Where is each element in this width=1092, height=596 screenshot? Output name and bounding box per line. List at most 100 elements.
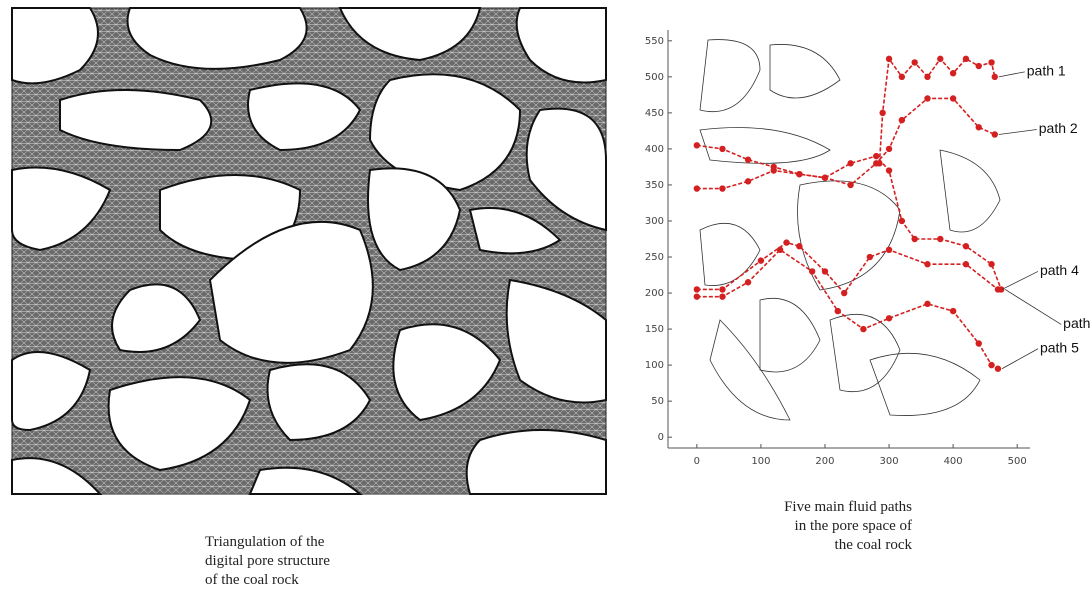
path-node <box>719 185 725 191</box>
path-node <box>719 293 725 299</box>
caption-line: digital pore structure <box>205 553 330 569</box>
fluid-path <box>697 156 1001 289</box>
path-node <box>822 175 828 181</box>
x-tick-label: 0 <box>694 456 700 467</box>
path-node <box>873 160 879 166</box>
x-tick-label: 300 <box>879 456 898 467</box>
y-tick-label: 100 <box>645 360 664 371</box>
path-node <box>886 315 892 321</box>
path-node <box>841 290 847 296</box>
path-node <box>995 286 1001 292</box>
path-node <box>835 308 841 314</box>
path-node <box>745 178 751 184</box>
path-label: path 3 <box>1063 315 1092 331</box>
path-node <box>924 95 930 101</box>
path-node <box>771 167 777 173</box>
y-tick-label: 450 <box>645 108 664 119</box>
path-node <box>847 182 853 188</box>
path-node <box>899 74 905 80</box>
x-tick-label: 100 <box>751 456 770 467</box>
path-node <box>911 236 917 242</box>
path-node <box>963 243 969 249</box>
path-node <box>911 59 917 65</box>
path-node <box>809 268 815 274</box>
caption-line: Five main fluid paths <box>784 499 912 515</box>
path-node <box>758 257 764 263</box>
x-tick-label: 200 <box>815 456 834 467</box>
y-tick-label: 500 <box>645 72 664 83</box>
y-tick-label: 0 <box>658 432 664 443</box>
path-label: path 4 <box>1040 262 1079 278</box>
annotation-arrow <box>1005 289 1061 324</box>
path-node <box>976 63 982 69</box>
path-node <box>783 239 789 245</box>
path-node <box>694 185 700 191</box>
path-node <box>796 171 802 177</box>
y-tick-label: 150 <box>645 324 664 335</box>
caption-line: Triangulation of the <box>205 534 325 550</box>
path-node <box>719 286 725 292</box>
path-node <box>995 366 1001 372</box>
path-node <box>886 56 892 62</box>
caption-line: in the pore space of <box>795 518 912 534</box>
y-tick-label: 300 <box>645 216 664 227</box>
annotation-arrow <box>1002 271 1038 289</box>
path-node <box>992 131 998 137</box>
fluid-path <box>697 98 995 184</box>
y-tick-label: 550 <box>645 36 664 47</box>
x-tick-label: 400 <box>944 456 963 467</box>
path-node <box>886 146 892 152</box>
path-node <box>950 308 956 314</box>
path-node <box>745 157 751 163</box>
path-node <box>745 279 751 285</box>
path-node <box>694 293 700 299</box>
caption-line: the coal rock <box>835 537 913 553</box>
path-node <box>963 261 969 267</box>
path-node <box>976 124 982 130</box>
annotation-arrow <box>999 130 1037 135</box>
path-node <box>796 243 802 249</box>
path-node <box>924 261 930 267</box>
path-node <box>988 261 994 267</box>
annotation-arrow <box>999 72 1025 77</box>
path-node <box>976 340 982 346</box>
annotation-arrow <box>1002 349 1038 369</box>
y-tick-label: 250 <box>645 252 664 263</box>
path-node <box>879 110 885 116</box>
path-node <box>924 301 930 307</box>
path-node <box>822 268 828 274</box>
path-node <box>937 236 943 242</box>
path-node <box>886 167 892 173</box>
figure: Triangulation of the digital pore structu… <box>0 0 1092 596</box>
path-node <box>924 74 930 80</box>
triangulation-image <box>12 8 606 494</box>
path-node <box>847 160 853 166</box>
y-tick-label: 50 <box>651 396 664 407</box>
caption-line: of the coal rock <box>205 572 299 588</box>
path-node <box>992 74 998 80</box>
path-node <box>988 59 994 65</box>
path-node <box>886 247 892 253</box>
path-node <box>867 254 873 260</box>
path-node <box>899 218 905 224</box>
y-tick-label: 350 <box>645 180 664 191</box>
path-node <box>694 142 700 148</box>
path-node <box>860 326 866 332</box>
x-tick-label: 500 <box>1008 456 1027 467</box>
path-node <box>873 153 879 159</box>
path-node <box>950 70 956 76</box>
path-label: path 1 <box>1027 63 1066 79</box>
path-node <box>719 146 725 152</box>
path-label: path 5 <box>1040 339 1079 355</box>
fluid-path <box>879 59 994 164</box>
path-label: path 2 <box>1039 120 1078 136</box>
path-node <box>694 286 700 292</box>
path-node <box>988 362 994 368</box>
path-node <box>777 247 783 253</box>
path-node <box>950 95 956 101</box>
y-tick-label: 200 <box>645 288 664 299</box>
path-node <box>899 117 905 123</box>
path-node <box>937 56 943 62</box>
path-node <box>963 56 969 62</box>
y-tick-label: 400 <box>645 144 664 155</box>
